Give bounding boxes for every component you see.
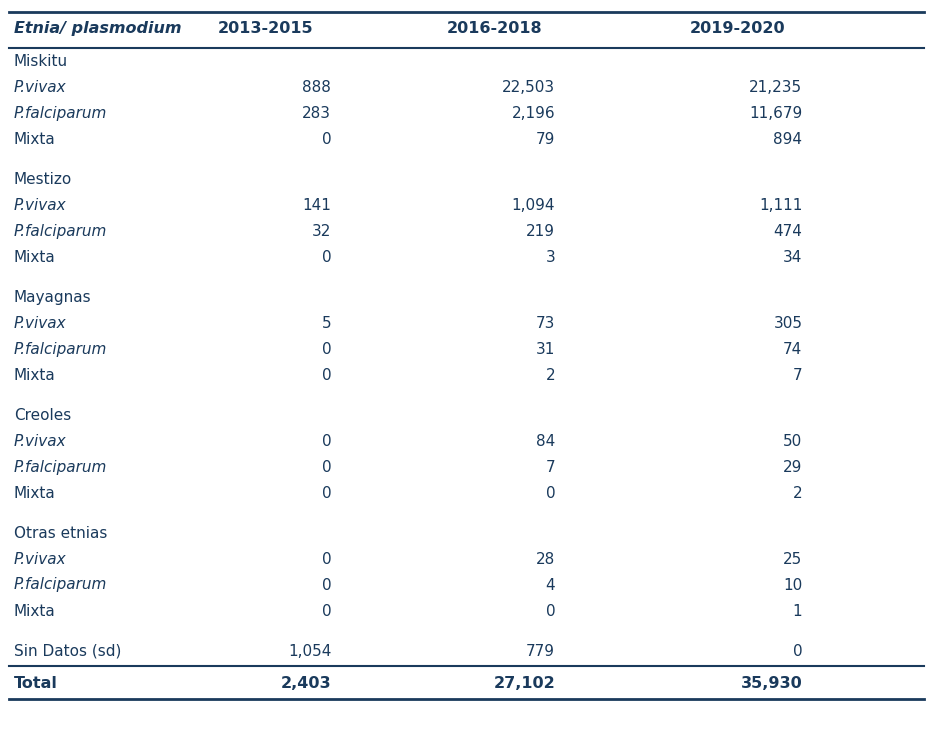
Text: 7: 7 [793, 367, 802, 383]
Text: 474: 474 [773, 224, 802, 238]
Text: 1,111: 1,111 [759, 198, 802, 212]
Text: 31: 31 [536, 341, 555, 356]
Text: Creoles: Creoles [14, 408, 71, 423]
Text: P.falciparum: P.falciparum [14, 459, 107, 475]
Text: 0: 0 [322, 249, 331, 265]
Text: 0: 0 [546, 486, 555, 501]
Text: P.falciparum: P.falciparum [14, 577, 107, 593]
Text: 2,403: 2,403 [281, 676, 331, 690]
Text: P.vivax: P.vivax [14, 316, 66, 330]
Text: 219: 219 [526, 224, 555, 238]
Text: 0: 0 [322, 459, 331, 475]
Text: Mixta: Mixta [14, 604, 56, 618]
Text: Mixta: Mixta [14, 367, 56, 383]
Text: 1: 1 [793, 604, 802, 618]
Text: P.vivax: P.vivax [14, 552, 66, 566]
Text: 888: 888 [302, 79, 331, 95]
Text: 34: 34 [783, 249, 802, 265]
Text: 25: 25 [783, 552, 802, 566]
Text: P.vivax: P.vivax [14, 79, 66, 95]
Text: 29: 29 [783, 459, 802, 475]
Text: P.vivax: P.vivax [14, 198, 66, 212]
Text: 10: 10 [783, 577, 802, 593]
Text: 2016-2018: 2016-2018 [447, 21, 542, 36]
Text: 283: 283 [302, 106, 331, 120]
Text: 74: 74 [783, 341, 802, 356]
Text: 2,196: 2,196 [511, 106, 555, 120]
Text: 11,679: 11,679 [749, 106, 802, 120]
Text: 0: 0 [322, 604, 331, 618]
Text: 32: 32 [312, 224, 331, 238]
Text: 2: 2 [793, 486, 802, 501]
Text: 0: 0 [322, 577, 331, 593]
Text: P.vivax: P.vivax [14, 434, 66, 448]
Text: 3: 3 [546, 249, 555, 265]
Text: 5: 5 [322, 316, 331, 330]
Text: 0: 0 [322, 131, 331, 147]
Text: 2019-2020: 2019-2020 [689, 21, 785, 36]
Text: 27,102: 27,102 [494, 676, 555, 690]
Text: P.falciparum: P.falciparum [14, 224, 107, 238]
Text: 141: 141 [302, 198, 331, 212]
Text: 305: 305 [773, 316, 802, 330]
Text: 21,235: 21,235 [749, 79, 802, 95]
Text: 35,930: 35,930 [741, 676, 802, 690]
Text: 0: 0 [322, 341, 331, 356]
Text: P.falciparum: P.falciparum [14, 341, 107, 356]
Text: Mixta: Mixta [14, 249, 56, 265]
Text: Mixta: Mixta [14, 131, 56, 147]
Text: 779: 779 [526, 644, 555, 658]
Text: 0: 0 [793, 644, 802, 658]
Text: Mixta: Mixta [14, 486, 56, 501]
Text: 28: 28 [536, 552, 555, 566]
Text: 79: 79 [536, 131, 555, 147]
Text: 1,054: 1,054 [288, 644, 331, 658]
Text: 1,094: 1,094 [511, 198, 555, 212]
Text: 0: 0 [322, 486, 331, 501]
Text: 2013-2015: 2013-2015 [218, 21, 313, 36]
Text: P.falciparum: P.falciparum [14, 106, 107, 120]
Text: 0: 0 [322, 367, 331, 383]
Text: 0: 0 [322, 552, 331, 566]
Text: 84: 84 [536, 434, 555, 448]
Text: 50: 50 [783, 434, 802, 448]
Text: 0: 0 [322, 434, 331, 448]
Text: Otras etnias: Otras etnias [14, 526, 107, 540]
Text: 2: 2 [546, 367, 555, 383]
Text: Miskitu: Miskitu [14, 53, 68, 69]
Text: 4: 4 [546, 577, 555, 593]
Text: Mayagnas: Mayagnas [14, 289, 91, 305]
Text: Etnia/ plasmodium: Etnia/ plasmodium [14, 21, 182, 36]
Text: 894: 894 [773, 131, 802, 147]
Text: Sin Datos (sd): Sin Datos (sd) [14, 644, 121, 658]
Text: 22,503: 22,503 [502, 79, 555, 95]
Text: 7: 7 [546, 459, 555, 475]
Text: Mestizo: Mestizo [14, 171, 72, 187]
Text: 0: 0 [546, 604, 555, 618]
Text: Total: Total [14, 676, 58, 690]
Text: 73: 73 [536, 316, 555, 330]
